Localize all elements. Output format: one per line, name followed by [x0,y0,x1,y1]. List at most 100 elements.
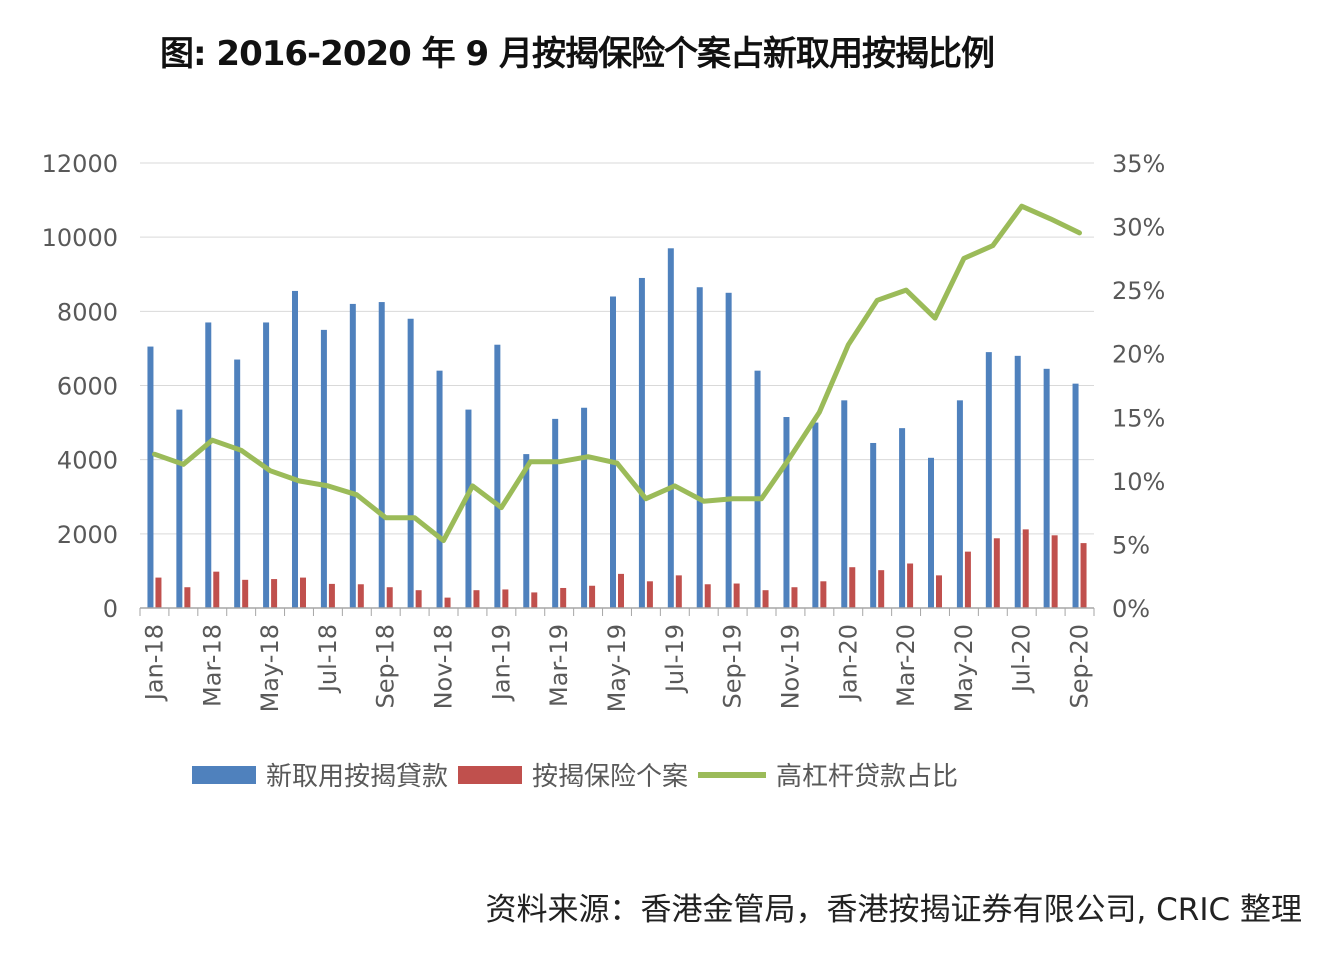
bar-loans [985,352,992,608]
y-left-tick-label: 12000 [42,150,118,178]
bar-loans [436,370,443,608]
x-tick-label: Mar-20 [892,624,920,707]
bar-loans [1043,368,1050,608]
y-right-tick-label: 20% [1112,341,1165,369]
bar-insurance [155,577,162,608]
bar-insurance [704,584,711,608]
bar-insurance [271,579,278,608]
bar-insurance [386,587,393,608]
bar-loans [928,457,934,608]
bar-loans [610,296,616,608]
source-note: 资料来源：香港金管局，香港按揭证券有限公司, CRIC 整理 [485,892,1302,928]
bar-loans [523,454,530,608]
y-right-tick-label: 15% [1112,404,1165,432]
x-tick-label: Jan-20 [834,624,862,702]
legend-label-loans: 新取用按揭貸款 [266,762,449,792]
bar-insurance [357,584,364,608]
bar-loans [205,322,212,608]
bar-insurance [560,587,567,608]
bar-loans [349,303,356,608]
bar-insurance [849,567,856,608]
y-right-tick-label: 5% [1112,531,1150,559]
x-tick-label: Nov-18 [430,624,458,709]
y-left-tick-label: 6000 [57,373,118,401]
y-left-tick-label: 0 [103,595,118,623]
bar-insurance [531,592,538,608]
y-right-tick-label: 0% [1112,595,1150,623]
bar-insurance [184,587,191,608]
bar-insurance [473,590,480,608]
bar-insurance [820,581,827,608]
bar-insurance [993,538,1000,608]
bar-insurance [936,575,942,608]
bar-loans [667,248,674,608]
legend-item-ratio: 高杠杆贷款占比 [698,756,958,793]
y-axis-right: 0% 5% 10% 15% 20% 25% 30% 35% [1112,150,1165,623]
bar-insurance [589,585,596,608]
bar-insurance [618,573,624,608]
y-left-tick-label: 10000 [42,224,118,252]
gridlines [140,162,1094,535]
x-tick-label: Sep-18 [372,624,400,708]
line-series [152,203,1082,544]
bar-loans [176,409,183,608]
bar-loans [292,290,298,608]
bar-insurance [213,571,220,608]
bar-insurance [300,577,306,608]
x-tick-label: Mar-18 [198,624,226,707]
x-axis: Jan-18 Mar-18 May-18 Jul-18 Sep-18 Nov-18 Jan-… [139,607,1095,712]
bar-insurance [242,579,249,608]
x-tick-label: Jul-20 [1008,624,1036,694]
bar-insurance [964,551,971,608]
bar-loans [638,277,645,608]
bar-insurance [1051,535,1058,608]
y-right-tick-label: 35% [1112,150,1165,178]
bar-insurance [1080,543,1087,608]
bar-insurance [791,587,798,608]
bar-loans [581,407,588,608]
y-axis-left: 0 2000 4000 6000 8000 10000 12000 [42,150,118,623]
bar-loans [870,442,877,608]
bar-insurance [907,563,914,608]
x-tick-label: Nov-19 [777,624,805,709]
x-tick-label: Mar-19 [545,624,573,707]
x-tick-label: Jan-19 [487,624,515,702]
line-ratio [152,203,1082,544]
x-tick-label: Sep-19 [719,624,747,708]
bar-insurance [444,597,451,608]
y-left-tick-label: 8000 [57,298,118,326]
bar-loans [1014,355,1021,608]
legend-label-ratio: 高杠杆贷款占比 [776,762,959,792]
bar-loans [725,292,732,608]
x-tick-label: May-18 [256,624,284,712]
bar-loans [494,344,501,608]
bar-loans [899,428,906,608]
x-tick-label: Jan-18 [141,624,169,702]
y-right-tick-label: 30% [1112,214,1165,242]
x-tick-label: Jul-18 [314,624,342,694]
bar-insurance [415,590,422,608]
y-left-tick-label: 4000 [57,447,118,475]
bar-loans [956,400,963,608]
bar-insurance [762,590,769,608]
bar-loans [754,370,761,608]
x-tick-label: Jul-19 [661,624,689,694]
bar-loans [320,329,327,608]
bar-loans [1072,383,1079,608]
bar-insurance [675,575,682,608]
bar-loans [465,409,472,608]
bar-loans [552,418,559,608]
bar-insurance [328,583,335,608]
chart-title: 图: 2016-2020 年 9 月按揭保险个案占新取用按揭比例 [160,34,995,74]
legend-item-loans: 新取用按揭貸款 [192,756,448,793]
bar-loans [234,359,241,608]
legend-label-insurance: 按揭保险个案 [532,762,689,792]
legend-item-insurance: 按揭保险个案 [458,756,688,793]
y-right-tick-label: 25% [1112,277,1165,305]
bar-loans [407,318,414,608]
bar-loans [783,417,790,608]
bar-loans [696,287,703,608]
legend-swatch-ratio [698,771,767,778]
bar-loans [812,422,819,608]
